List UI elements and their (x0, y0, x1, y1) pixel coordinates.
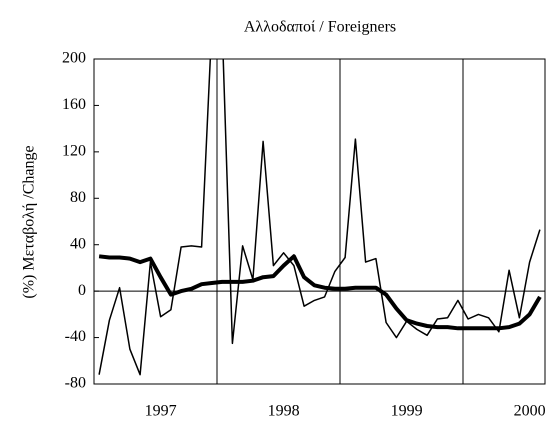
y-tick-label: -40 (65, 328, 86, 345)
y-axis-label: (%) Μεταβολή /Change (21, 145, 38, 298)
series-line (98, 59, 541, 376)
x-tick-label: 2000 (514, 403, 546, 420)
y-tick-label: -80 (65, 375, 86, 392)
plot-area (98, 59, 542, 384)
chart-title: Αλλοδαποί / Foreigners (244, 19, 396, 36)
y-tick-label: 40 (70, 235, 86, 252)
x-tick-label: 1999 (391, 403, 423, 420)
y-tick-label: 200 (62, 50, 86, 67)
x-tick-label: 1997 (145, 403, 177, 420)
x-tick-label: 1998 (268, 403, 300, 420)
y-tick-label: 80 (70, 189, 86, 206)
y-tick-label: 0 (78, 282, 86, 299)
plot-frame (93, 58, 546, 385)
y-tick-label: 120 (62, 143, 86, 160)
series-line (98, 254, 542, 331)
y-tick-label: 160 (62, 96, 86, 113)
